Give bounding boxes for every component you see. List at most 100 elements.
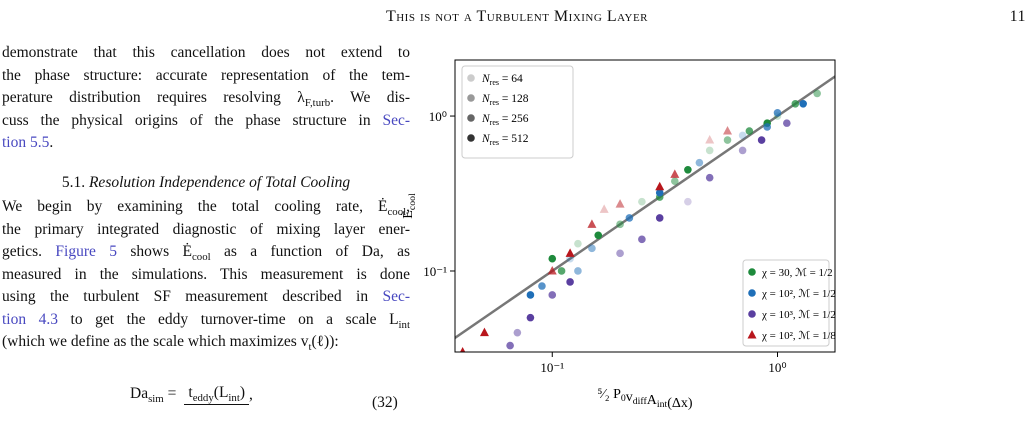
point xyxy=(557,267,566,275)
point xyxy=(723,136,732,144)
y-tick-label: 10⁰ xyxy=(429,109,447,124)
subscript: cool xyxy=(387,206,407,219)
point xyxy=(783,119,791,127)
point xyxy=(616,220,624,229)
legend-symbol: N xyxy=(481,93,491,105)
text-run: ⁵⁄₂ P xyxy=(597,387,621,402)
point xyxy=(684,165,692,174)
text-run: (L xyxy=(213,384,229,401)
link[interactable]: tion 4.3 xyxy=(2,310,59,328)
text-run: (which we define as the scale which maxi… xyxy=(2,333,309,350)
text-line: cuss the physical origins of the phase s… xyxy=(2,112,410,130)
point xyxy=(655,214,664,222)
text-line: tion 4.3 to get the eddy turnover-time o… xyxy=(2,311,410,331)
point xyxy=(594,231,603,240)
point xyxy=(526,313,535,322)
x-axis-label: ⁵⁄₂ P0vdiffAint(Δx) xyxy=(597,387,692,411)
y-axis-label: Ėcool xyxy=(400,193,418,219)
page-number: 11 xyxy=(1009,8,1026,25)
link[interactable]: tion 5.5 xyxy=(2,134,50,151)
legend-label: Nres = 128 xyxy=(481,93,529,107)
point xyxy=(547,265,557,275)
text-run: Ė xyxy=(400,210,416,219)
text-run: as a function of Da, as xyxy=(210,243,411,260)
point xyxy=(773,108,782,117)
point xyxy=(670,169,680,178)
legend-text: = 128 xyxy=(499,93,529,105)
point xyxy=(763,123,771,131)
text-run: cuss the physical origins of the phase s… xyxy=(2,111,383,129)
subscript: F,turb xyxy=(304,97,331,110)
legend-sub: res xyxy=(490,98,499,107)
text-run: to get the eddy turnover-time on a scale… xyxy=(58,310,399,328)
running-title: This is not a Turbulent Mixing Layer xyxy=(385,8,649,25)
legend-text: = 512 xyxy=(499,133,529,145)
text-run: . xyxy=(49,134,54,151)
text-line: getics. Figure 5 shows Ėcool as a functi… xyxy=(2,243,410,263)
subscript: int xyxy=(228,392,240,405)
point xyxy=(548,254,557,263)
legend-symbol: N xyxy=(481,73,491,85)
text-line: demonstrate that this cancellation does … xyxy=(2,44,410,62)
legend-sub: res xyxy=(490,138,499,147)
text-line: the primary integrated diagnostic of mix… xyxy=(2,221,410,239)
legend-marker xyxy=(467,134,475,142)
point xyxy=(479,327,489,337)
legend-box xyxy=(461,65,574,159)
point xyxy=(599,204,609,213)
text-run: Da xyxy=(130,384,149,402)
text-line: using the turbulent SF measurement descr… xyxy=(2,288,410,306)
point xyxy=(565,248,575,257)
text-line: the phase structure: accurate representa… xyxy=(2,67,410,85)
equation-number: (32) xyxy=(372,394,398,411)
legend-label: Nres = 512 xyxy=(481,133,529,147)
legend-label: χ = 10², ℳ = 1/2 xyxy=(761,288,836,300)
section-title: Resolution Independence of Total Cooling xyxy=(88,174,351,191)
text-run: measured in the simulations. This measur… xyxy=(2,265,410,283)
point xyxy=(684,197,692,206)
legend-marker xyxy=(467,114,475,122)
point xyxy=(638,235,646,244)
point xyxy=(625,214,634,222)
point xyxy=(695,158,704,167)
point xyxy=(574,239,582,248)
text-run: (Δx) xyxy=(667,396,693,411)
point xyxy=(799,99,807,108)
point xyxy=(655,188,664,197)
point xyxy=(671,177,679,185)
text-run: . We dis- xyxy=(330,89,410,106)
legend-box xyxy=(742,259,830,347)
point xyxy=(513,328,522,337)
point xyxy=(791,99,800,108)
text-run: , xyxy=(406,198,410,215)
subscript: t xyxy=(308,341,312,354)
link[interactable]: Sec- xyxy=(382,288,410,305)
point xyxy=(723,126,733,135)
fraction: teddy(Lint) xyxy=(184,384,250,406)
text-run: ) xyxy=(239,384,246,401)
text-run: using the turbulent SF measurement descr… xyxy=(2,288,383,305)
point xyxy=(615,199,625,208)
legend-marker xyxy=(748,289,756,297)
x-tick-label: 10⁻¹ xyxy=(540,360,564,375)
text-run: demonstrate that this cancellation does … xyxy=(2,44,410,61)
subscript: diff xyxy=(633,396,648,407)
text-run: = xyxy=(163,384,177,402)
point xyxy=(538,282,546,290)
text-run: getics. xyxy=(2,243,56,260)
link[interactable]: Figure 5 xyxy=(55,243,117,260)
text-run: v xyxy=(626,390,633,405)
point xyxy=(705,173,714,182)
link[interactable]: Sec- xyxy=(382,111,410,129)
section-heading: 5.1. Resolution Independence of Total Co… xyxy=(2,174,410,192)
legend-label: Nres = 256 xyxy=(481,113,529,127)
text-run: A xyxy=(647,393,658,408)
equation-lhs: Dasim = xyxy=(130,385,176,405)
plot-frame xyxy=(454,59,836,353)
legend-label: χ = 10³, ℳ = 1/2 xyxy=(761,309,836,321)
point xyxy=(638,197,646,206)
point xyxy=(587,219,597,228)
subscript: int xyxy=(657,399,668,410)
